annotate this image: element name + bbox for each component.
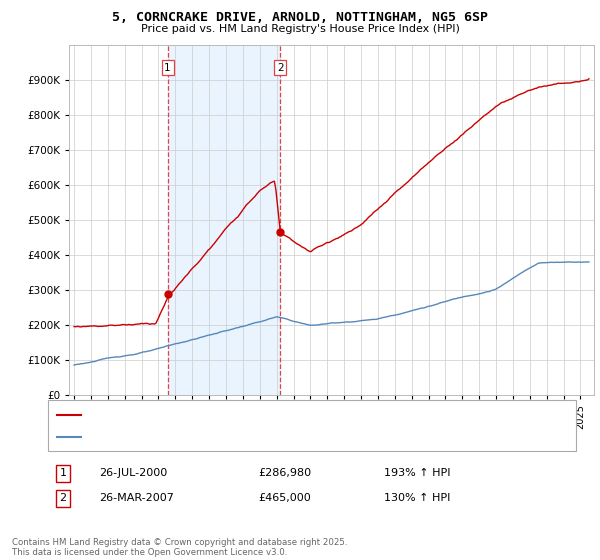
Text: 26-MAR-2007: 26-MAR-2007 [99, 493, 174, 503]
Bar [167, 45, 280, 395]
Text: HPI: Average price, detached house, Gedling: HPI: Average price, detached house, Gedl… [87, 432, 305, 442]
Text: 26-JUL-2000: 26-JUL-2000 [99, 468, 167, 478]
Text: £286,980: £286,980 [258, 468, 311, 478]
Text: Contains HM Land Registry data © Crown copyright and database right 2025.
This d: Contains HM Land Registry data © Crown c… [12, 538, 347, 557]
Text: £465,000: £465,000 [258, 493, 311, 503]
Text: 2: 2 [277, 63, 283, 73]
Text: 130% ↑ HPI: 130% ↑ HPI [384, 493, 451, 503]
Text: 1: 1 [164, 63, 171, 73]
Text: 5, CORNCRAKE DRIVE, ARNOLD, NOTTINGHAM, NG5 6SP (detached house): 5, CORNCRAKE DRIVE, ARNOLD, NOTTINGHAM, … [87, 409, 452, 419]
Text: 193% ↑ HPI: 193% ↑ HPI [384, 468, 451, 478]
Text: Price paid vs. HM Land Registry's House Price Index (HPI): Price paid vs. HM Land Registry's House … [140, 24, 460, 34]
Text: 5, CORNCRAKE DRIVE, ARNOLD, NOTTINGHAM, NG5 6SP: 5, CORNCRAKE DRIVE, ARNOLD, NOTTINGHAM, … [112, 11, 488, 24]
Text: 2: 2 [59, 493, 67, 503]
Text: 1: 1 [59, 468, 67, 478]
